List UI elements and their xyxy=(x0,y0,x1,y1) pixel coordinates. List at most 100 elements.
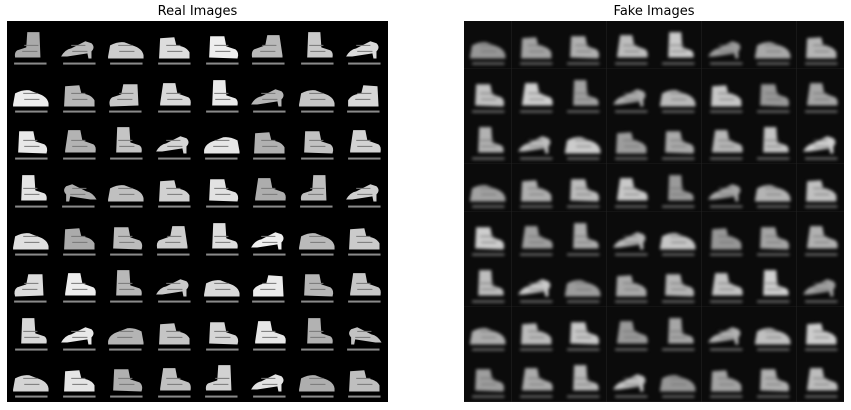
real-shoe-image xyxy=(7,259,55,307)
fake-shoe-image xyxy=(511,354,559,402)
real-shoe-image xyxy=(292,306,341,355)
real-shoe-image xyxy=(340,354,388,402)
fake-shoe-image xyxy=(511,116,559,164)
fake-shoe-image xyxy=(654,116,702,164)
fake-shoe-image xyxy=(796,354,844,402)
fake-shoe-image xyxy=(749,116,797,164)
fake-shoe-image xyxy=(559,211,607,260)
fake-shoe-image xyxy=(701,21,749,69)
real-shoe-image xyxy=(292,211,341,260)
real-images-title: Real Images xyxy=(157,4,238,19)
real-shoe-image xyxy=(102,259,150,307)
real-shoe-image xyxy=(292,163,341,212)
real-shoe-image xyxy=(102,116,150,164)
fake-shoe-image xyxy=(654,68,702,117)
fake-shoe-image xyxy=(749,21,797,69)
real-shoe-image xyxy=(149,306,198,355)
fake-shoe-image xyxy=(559,21,607,69)
fake-shoe-image xyxy=(796,21,844,69)
fake-shoe-image xyxy=(796,211,844,260)
real-shoe-image xyxy=(245,21,293,69)
fake-shoe-image xyxy=(796,306,844,355)
real-shoe-image xyxy=(102,21,150,69)
real-shoe-image xyxy=(245,68,293,117)
real-shoe-image xyxy=(149,116,198,164)
fake-shoe-image xyxy=(464,211,512,260)
fake-shoe-image xyxy=(701,306,749,355)
fake-shoe-image xyxy=(464,259,512,307)
real-shoe-image xyxy=(292,116,341,164)
fake-shoe-image xyxy=(606,116,654,164)
real-shoe-image xyxy=(197,68,246,117)
real-shoe-image xyxy=(102,163,150,212)
fake-shoe-image xyxy=(606,306,654,355)
fake-shoe-image xyxy=(559,306,607,355)
real-shoe-image xyxy=(54,211,103,260)
real-shoe-image xyxy=(149,259,198,307)
real-shoe-image xyxy=(102,211,150,260)
real-shoe-image xyxy=(7,354,55,402)
fake-shoe-image xyxy=(654,163,702,212)
real-shoe-image xyxy=(340,116,388,164)
real-shoe-image xyxy=(245,354,293,402)
fake-shoe-image xyxy=(701,259,749,307)
real-shoe-image xyxy=(54,259,103,307)
fake-shoe-image xyxy=(701,163,749,212)
fake-shoe-image xyxy=(654,306,702,355)
real-shoe-image xyxy=(292,259,341,307)
fake-shoe-image xyxy=(606,259,654,307)
fake-shoe-image xyxy=(464,354,512,402)
real-shoe-image xyxy=(102,306,150,355)
fake-shoe-image xyxy=(749,68,797,117)
real-shoe-image xyxy=(340,21,388,69)
real-shoe-image xyxy=(245,116,293,164)
real-shoe-image xyxy=(54,163,103,212)
real-shoe-image xyxy=(54,21,103,69)
real-shoe-image xyxy=(7,68,55,117)
fake-shoe-image xyxy=(559,68,607,117)
fake-shoe-image xyxy=(606,21,654,69)
fake-shoe-image xyxy=(654,259,702,307)
real-shoe-image xyxy=(54,354,103,402)
fake-shoe-image xyxy=(511,68,559,117)
real-shoe-image xyxy=(197,21,246,69)
fake-shoe-image xyxy=(559,163,607,212)
real-shoe-image xyxy=(197,163,246,212)
fake-shoe-image xyxy=(511,163,559,212)
fake-shoe-image xyxy=(701,116,749,164)
real-shoe-image xyxy=(7,211,55,260)
real-shoe-image xyxy=(197,259,246,307)
fake-shoe-image xyxy=(606,211,654,260)
real-shoe-image xyxy=(102,354,150,402)
real-shoe-image xyxy=(245,163,293,212)
fake-shoe-image xyxy=(606,163,654,212)
fake-shoe-image xyxy=(796,116,844,164)
fake-images-grid xyxy=(464,21,844,402)
real-shoe-image xyxy=(197,116,246,164)
real-shoe-image xyxy=(54,116,103,164)
real-shoe-image xyxy=(7,306,55,355)
real-shoe-image xyxy=(102,68,150,117)
real-images-grid xyxy=(7,21,388,402)
real-shoe-image xyxy=(292,68,341,117)
fake-shoe-image xyxy=(511,259,559,307)
fake-shoe-image xyxy=(511,21,559,69)
fake-shoe-image xyxy=(796,68,844,117)
fake-shoe-image xyxy=(701,68,749,117)
fake-shoe-image xyxy=(701,354,749,402)
fake-shoe-image xyxy=(749,354,797,402)
real-shoe-image xyxy=(245,259,293,307)
real-shoe-image xyxy=(149,68,198,117)
fake-shoe-image xyxy=(511,306,559,355)
fake-shoe-image xyxy=(701,211,749,260)
real-shoe-image xyxy=(340,163,388,212)
fake-shoe-image xyxy=(559,259,607,307)
real-shoe-image xyxy=(340,211,388,260)
real-shoe-image xyxy=(7,163,55,212)
fake-shoe-image xyxy=(559,116,607,164)
fake-shoe-image xyxy=(654,354,702,402)
fake-shoe-image xyxy=(654,211,702,260)
fake-shoe-image xyxy=(511,211,559,260)
fake-shoe-image xyxy=(606,68,654,117)
fake-shoe-image xyxy=(654,21,702,69)
